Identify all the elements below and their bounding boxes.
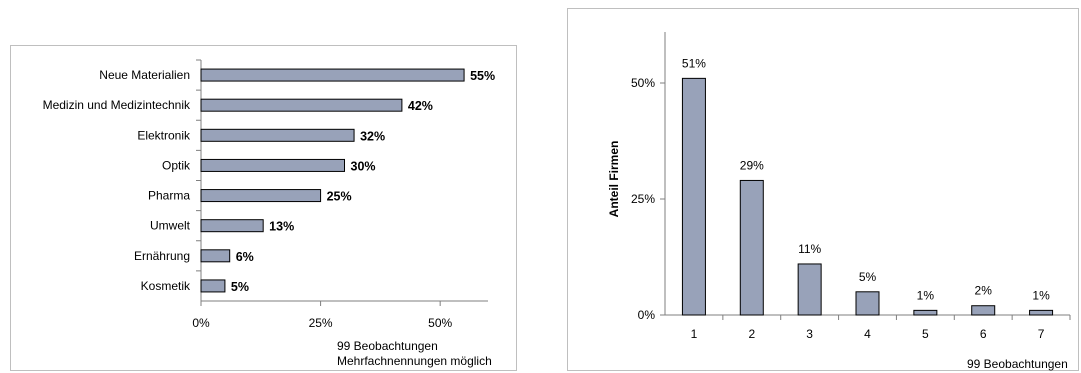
note-multiple-answers: Mehrfachnennungen möglich [337, 354, 492, 368]
bar [797, 263, 822, 316]
x-tick-label: 2 [748, 327, 755, 341]
y-tick-label: 50% [631, 76, 655, 90]
bar [200, 249, 231, 263]
x-tick-label: 7 [1038, 327, 1045, 341]
bar [681, 77, 706, 316]
x-tick-label: 6 [980, 327, 987, 341]
bar [200, 68, 465, 82]
note-observations: 99 Beobachtungen [337, 339, 438, 353]
right-bar-chart: 0% 25% 50% 51% 1 29% 2 11% 3 5% 4 1% 5 2% 6 1% 7 Anteil F… [607, 32, 1071, 371]
x-tick-label: 0% [192, 316, 210, 330]
bar [200, 158, 345, 172]
bar-value-label: 51% [682, 56, 706, 70]
y-tick-label: 25% [631, 192, 655, 206]
bar [200, 219, 264, 233]
bar-value-label: 32% [360, 129, 385, 143]
bar-value-label: 6% [236, 250, 254, 264]
bar-value-label: 5% [231, 280, 249, 294]
bar [913, 309, 938, 316]
bar-value-label: 1% [1032, 288, 1050, 302]
x-tick-label: 5 [922, 327, 929, 341]
right-chart-panel: 0% 25% 50% 51% 1 29% 2 11% 3 5% 4 1% 5 2% 6 1% 7 Anteil F… [567, 8, 1079, 371]
bar [200, 98, 403, 112]
category-label: Medizin und Medizintechnik [43, 98, 191, 112]
bar-value-label: 5% [859, 270, 877, 284]
bar-value-label: 1% [917, 288, 935, 302]
category-label: Umwelt [150, 219, 191, 233]
bar [200, 279, 226, 293]
category-label: Neue Materialien [99, 68, 190, 82]
bar-value-label: 30% [351, 159, 376, 173]
bar-value-label: 29% [740, 158, 764, 172]
y-axis-title: Anteil Firmen [607, 141, 621, 218]
bar-value-label: 25% [327, 190, 352, 204]
x-tick-label: 25% [309, 316, 333, 330]
category-label: Ernährung [134, 249, 190, 263]
y-tick-label: 0% [638, 308, 656, 322]
bar [200, 128, 355, 142]
x-tick-label: 3 [806, 327, 813, 341]
category-label: Optik [162, 158, 191, 172]
category-label: Elektronik [137, 128, 191, 142]
bar-value-label: 13% [269, 220, 294, 234]
x-tick-label: 50% [428, 316, 452, 330]
bar [1029, 309, 1054, 316]
left-bar-chart: Neue Materialien 55% Medizin und Medizinte… [43, 59, 495, 368]
bar-value-label: 11% [798, 242, 821, 256]
x-tick-label: 4 [864, 327, 871, 341]
bar [200, 189, 322, 203]
bar [739, 179, 764, 316]
note-observations: 99 Beobachtungen [967, 357, 1068, 371]
category-label: Pharma [148, 189, 190, 203]
left-chart-panel: Neue Materialien 55% Medizin und Medizinte… [10, 45, 517, 371]
category-label: Kosmetik [141, 279, 191, 293]
bar [855, 291, 880, 316]
bar-value-label: 55% [470, 69, 495, 83]
bar [971, 305, 996, 316]
x-tick-label: 1 [691, 327, 698, 341]
bar-value-label: 2% [975, 284, 993, 298]
bar-value-label: 42% [408, 99, 433, 113]
